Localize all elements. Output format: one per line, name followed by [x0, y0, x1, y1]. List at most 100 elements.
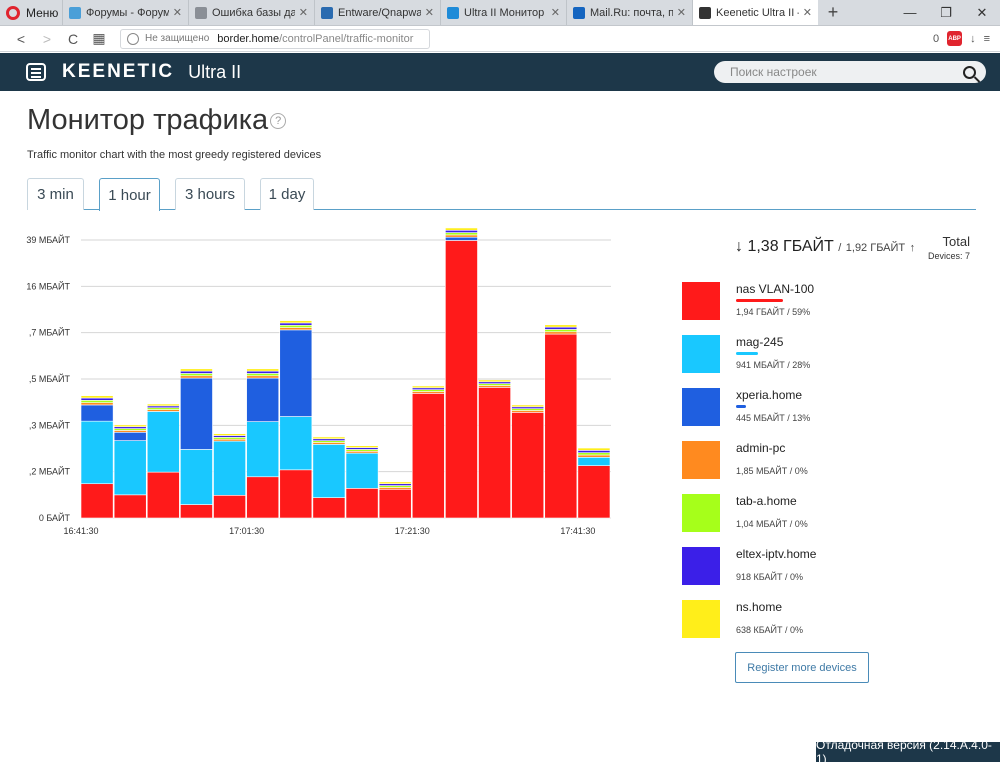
tab-1-hour[interactable]: 1 hour — [99, 178, 160, 211]
bar-segment[interactable] — [279, 327, 313, 331]
device-item[interactable]: eltex-iptv.home 918 КБАЙТ / 0% — [682, 547, 972, 587]
bar-segment[interactable] — [312, 497, 346, 519]
bar-segment[interactable] — [544, 329, 578, 333]
bar-segment[interactable] — [445, 234, 478, 238]
browser-tab[interactable]: Entware/Qnapware/✕ — [314, 0, 440, 25]
bar-segment[interactable] — [577, 450, 611, 453]
bar-segment[interactable] — [478, 379, 511, 383]
bar-segment[interactable] — [544, 333, 578, 519]
device-item[interactable]: admin-pc 1,85 МБАЙТ / 0% — [682, 441, 972, 481]
url-field[interactable]: Не защищено border.home/controlPanel/tra… — [120, 28, 430, 49]
bar-segment[interactable] — [246, 375, 280, 379]
bar-segment[interactable] — [80, 400, 114, 403]
browser-menu-button[interactable]: Меню — [0, 0, 62, 25]
bar-segment[interactable] — [80, 404, 114, 422]
bar-segment[interactable] — [577, 457, 611, 466]
bar-segment[interactable] — [180, 377, 213, 450]
bar-segment[interactable] — [345, 445, 379, 448]
bar-segment[interactable] — [213, 494, 246, 519]
bar-segment[interactable] — [279, 329, 313, 417]
bar-segment[interactable] — [411, 385, 445, 389]
close-window-button[interactable]: ✕ — [976, 4, 988, 20]
bar-segment[interactable] — [146, 403, 180, 407]
bar-segment[interactable] — [378, 481, 412, 485]
bar-segment[interactable] — [80, 483, 114, 519]
bar-segment[interactable] — [345, 488, 379, 519]
download-icon[interactable]: ↓ — [970, 32, 976, 45]
device-item[interactable]: ns.home 638 КБАЙТ / 0% — [682, 600, 972, 640]
bar-segment[interactable] — [180, 449, 213, 505]
bar-segment[interactable] — [445, 229, 478, 233]
adblock-icon[interactable]: ABP — [947, 31, 963, 46]
bar-segment[interactable] — [246, 370, 280, 374]
bar-segment[interactable] — [279, 469, 313, 519]
bar-segment[interactable] — [478, 387, 511, 519]
device-item[interactable]: nas VLAN-100 1,94 ГБАЙТ / 59% — [682, 282, 972, 322]
bar-segment[interactable] — [113, 440, 147, 496]
device-item[interactable]: xperia.home 445 МБАЙТ / 13% — [682, 388, 972, 428]
bar-segment[interactable] — [411, 393, 445, 519]
bar-segment[interactable] — [80, 397, 114, 401]
bar-segment[interactable] — [345, 452, 379, 489]
bar-segment[interactable] — [577, 452, 611, 456]
menu-icon[interactable] — [26, 63, 46, 81]
bar-segment[interactable] — [180, 368, 213, 372]
bar-segment[interactable] — [279, 324, 313, 328]
maximize-button[interactable]: ❐ — [940, 4, 952, 20]
bar-segment[interactable] — [146, 411, 180, 473]
bar-segment[interactable] — [445, 232, 478, 236]
bar-segment[interactable] — [511, 404, 545, 408]
forward-button[interactable]: > — [42, 30, 52, 47]
bar-segment[interactable] — [113, 494, 147, 519]
tab-3-min[interactable]: 3 min — [27, 178, 84, 210]
search-input[interactable] — [730, 65, 963, 79]
bar-segment[interactable] — [180, 375, 213, 379]
bar-segment[interactable] — [544, 326, 578, 330]
bar-segment[interactable] — [246, 476, 280, 519]
reload-button[interactable]: C — [67, 30, 79, 47]
bar-segment[interactable] — [180, 370, 213, 374]
bar-segment[interactable] — [113, 424, 147, 428]
bar-segment[interactable] — [577, 447, 611, 451]
bar-segment[interactable] — [312, 436, 346, 440]
new-tab-button[interactable]: + — [827, 2, 839, 22]
minimize-button[interactable]: — — [903, 5, 917, 20]
bar-segment[interactable] — [246, 421, 280, 478]
browser-tab[interactable]: Keenetic Ultra II – M✕ — [692, 0, 818, 25]
bar-segment[interactable] — [511, 412, 545, 519]
easy-setup-icon[interactable]: ≡ — [983, 32, 990, 45]
browser-tab[interactable]: Mail.Ru: почта, поис✕ — [566, 0, 692, 25]
bar-segment[interactable] — [312, 444, 346, 498]
bar-segment[interactable] — [279, 322, 313, 326]
help-icon[interactable]: ? — [270, 113, 287, 130]
bar-segment[interactable] — [544, 324, 578, 328]
bar-segment[interactable] — [80, 420, 114, 485]
close-tab-icon[interactable]: ✕ — [802, 7, 812, 19]
extension-count[interactable]: 0 — [932, 32, 940, 45]
bar-segment[interactable] — [80, 402, 114, 406]
bar-segment[interactable] — [246, 377, 280, 422]
bar-segment[interactable] — [445, 240, 478, 519]
bar-segment[interactable] — [544, 331, 578, 335]
bar-segment[interactable] — [577, 465, 611, 519]
close-tab-icon[interactable]: ✕ — [676, 7, 686, 19]
browser-tab[interactable]: Ultra II Монитор тра✕ — [440, 0, 566, 25]
bar-segment[interactable] — [279, 416, 313, 471]
bar-segment[interactable] — [577, 454, 611, 458]
bar-segment[interactable] — [378, 488, 412, 519]
bar-segment[interactable] — [146, 471, 180, 519]
speed-dial-icon[interactable]: ▦ — [92, 30, 106, 46]
close-tab-icon[interactable]: ✕ — [172, 7, 182, 19]
search-icon[interactable] — [963, 65, 976, 79]
bar-segment[interactable] — [246, 373, 280, 377]
device-item[interactable]: mag-245 941 МБАЙТ / 28% — [682, 335, 972, 375]
browser-tab[interactable]: Ошибка базы данн✕ — [188, 0, 314, 25]
bar-segment[interactable] — [246, 368, 280, 372]
close-tab-icon[interactable]: ✕ — [550, 7, 560, 19]
bar-segment[interactable] — [113, 431, 147, 441]
register-devices-button[interactable]: Register more devices — [735, 652, 869, 683]
close-tab-icon[interactable]: ✕ — [298, 7, 308, 19]
tab-1-day[interactable]: 1 day — [260, 178, 314, 210]
bar-segment[interactable] — [180, 373, 213, 377]
back-button[interactable]: < — [16, 30, 26, 47]
